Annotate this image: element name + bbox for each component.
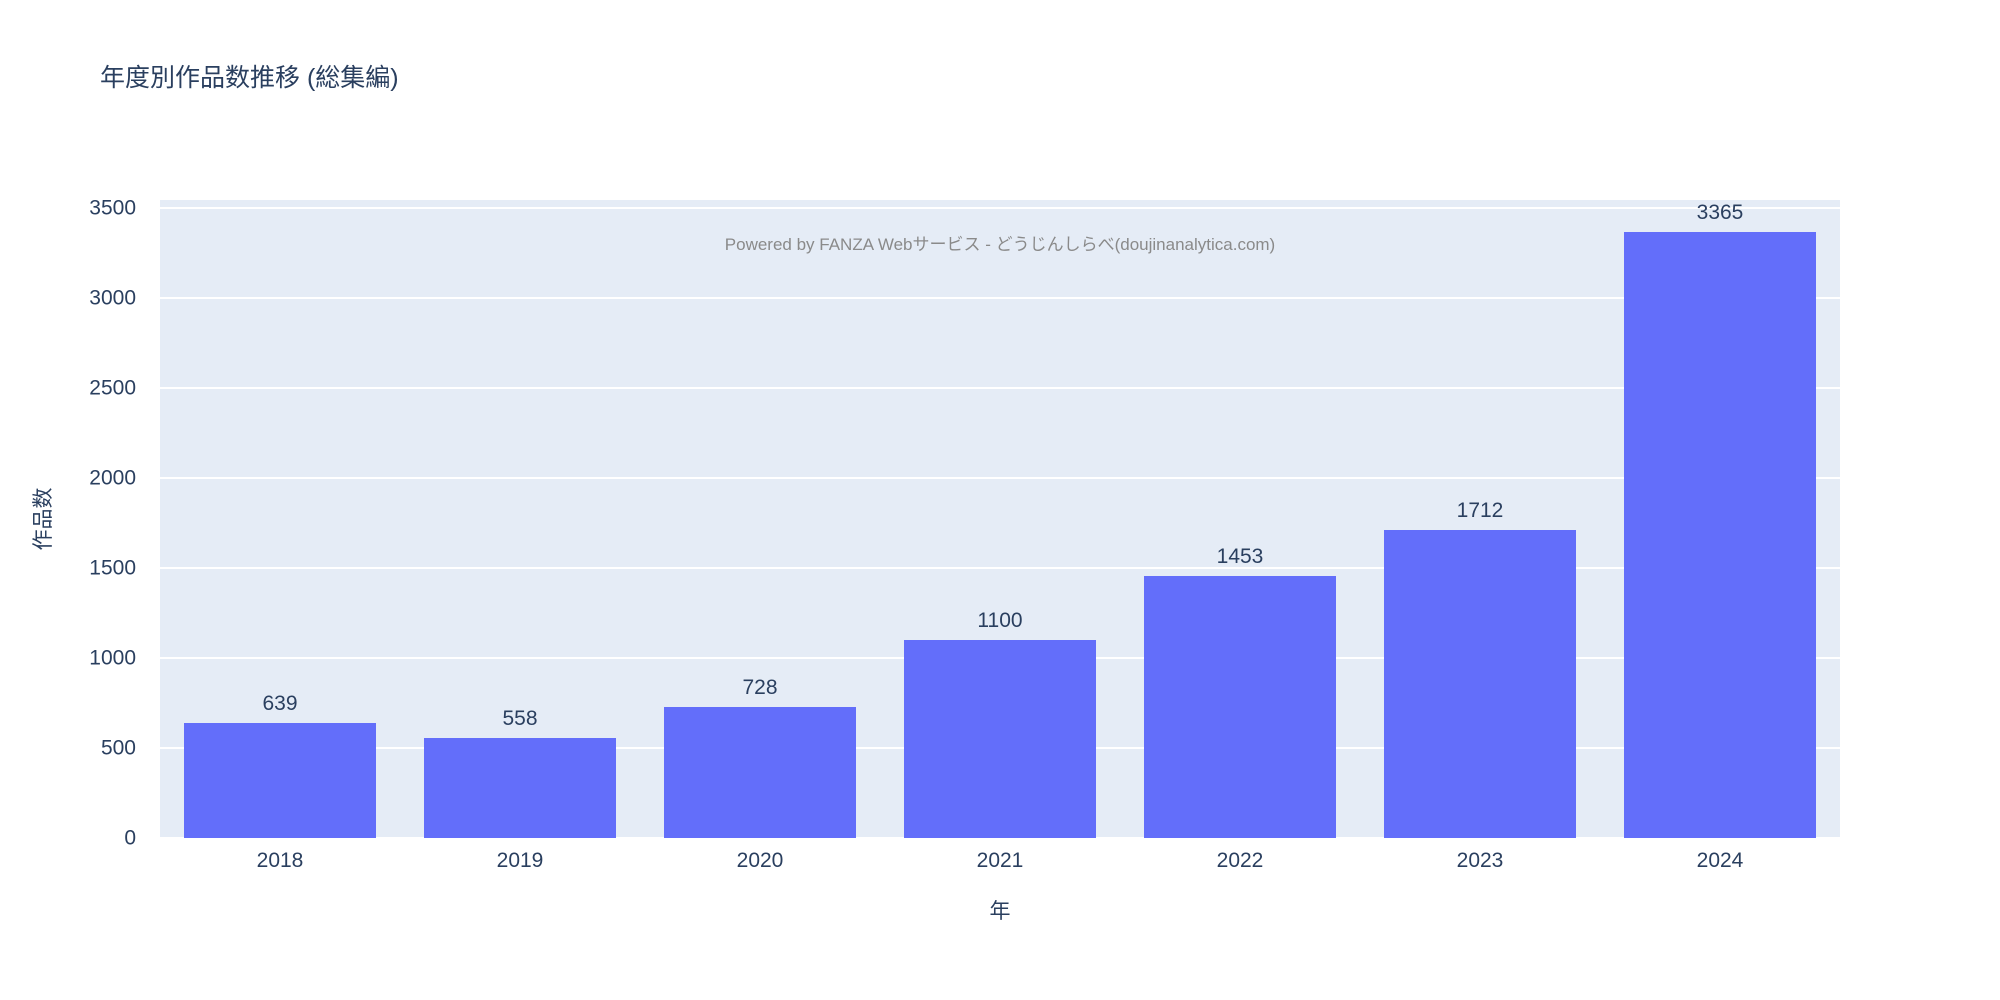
gridline <box>160 476 1840 479</box>
bar-value-label: 558 <box>502 706 538 730</box>
bar-2023[interactable] <box>1384 529 1576 838</box>
bar-value-label: 1712 <box>1456 498 1504 522</box>
x-tick-label: 2018 <box>256 849 304 872</box>
bar-value-label: 1453 <box>1216 545 1264 569</box>
x-tick-label: 2024 <box>1696 849 1744 872</box>
y-tick-label: 500 <box>100 736 136 760</box>
gridline <box>160 386 1840 389</box>
watermark-annotation: Powered by FANZA Webサービス - どうじんしらべ(douji… <box>724 235 1276 254</box>
gridline <box>160 837 1840 839</box>
x-tick-label: 2019 <box>496 849 544 872</box>
y-tick-label: 3000 <box>89 286 136 310</box>
y-tick-label: 1500 <box>89 556 136 580</box>
x-axis-title: 年 <box>989 900 1011 923</box>
y-tick-label: 2500 <box>89 376 136 400</box>
chart-title: 年度別作品数推移 (総集編) <box>100 64 399 92</box>
y-tick-label: 0 <box>124 826 136 850</box>
bar-2018[interactable] <box>184 722 376 838</box>
bar-2021[interactable] <box>904 639 1096 838</box>
bar-value-label: 728 <box>742 675 778 699</box>
x-tick-label: 2022 <box>1216 849 1264 872</box>
bar-2022[interactable] <box>1144 576 1336 838</box>
bar-band: 3365 2024 <box>1600 200 1840 871</box>
bar-2020[interactable] <box>664 706 856 838</box>
bar-band: 558 2019 <box>400 200 640 871</box>
x-tick-label: 2020 <box>736 849 784 872</box>
bar-band: 639 2018 <box>160 200 400 871</box>
bar-series: 639 2018 558 2019 728 2020 1100 2021 1453 2022 171… <box>160 200 1840 871</box>
bar-value-label: 639 <box>262 691 298 715</box>
gridline <box>160 566 1840 569</box>
bar-band: 1712 2023 <box>1360 200 1600 871</box>
bar-2019[interactable] <box>424 737 616 838</box>
bar-band: 728 2020 <box>640 200 880 871</box>
bar-value-label: 3365 <box>1696 201 1744 225</box>
y-tick-label: 1000 <box>89 646 136 670</box>
bar-value-label: 1100 <box>977 608 1023 632</box>
bar-band: 1453 2022 <box>1120 200 1360 871</box>
y-tick-label: 2000 <box>89 466 136 490</box>
y-axis-tick-labels: 0 500 1000 1500 2000 2500 3000 3500 <box>0 196 148 848</box>
gridline <box>160 206 1840 209</box>
bar-band: 1100 2021 <box>880 200 1120 871</box>
y-tick-label: 3500 <box>89 196 136 220</box>
x-tick-label: 2021 <box>976 849 1024 872</box>
x-tick-label: 2023 <box>1456 849 1504 872</box>
plot-area: 639 2018 558 2019 728 2020 1100 2021 1453 2022 171… <box>160 200 1840 871</box>
bar-2024[interactable] <box>1624 232 1816 838</box>
gridline <box>160 296 1840 299</box>
